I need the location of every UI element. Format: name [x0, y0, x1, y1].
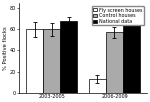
Bar [123, 24, 140, 93]
Bar [89, 79, 106, 93]
Bar [60, 21, 77, 93]
Y-axis label: % Positive flocks: % Positive flocks [3, 26, 8, 70]
Bar [26, 29, 43, 93]
Bar [43, 29, 60, 93]
Legend: Fly screen houses, Control houses, National data: Fly screen houses, Control houses, Natio… [92, 6, 144, 26]
Bar [106, 32, 123, 93]
